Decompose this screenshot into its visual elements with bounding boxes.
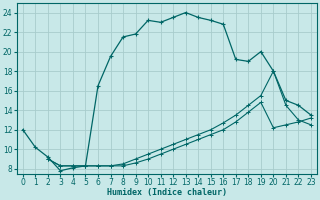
X-axis label: Humidex (Indice chaleur): Humidex (Indice chaleur) xyxy=(107,188,227,197)
